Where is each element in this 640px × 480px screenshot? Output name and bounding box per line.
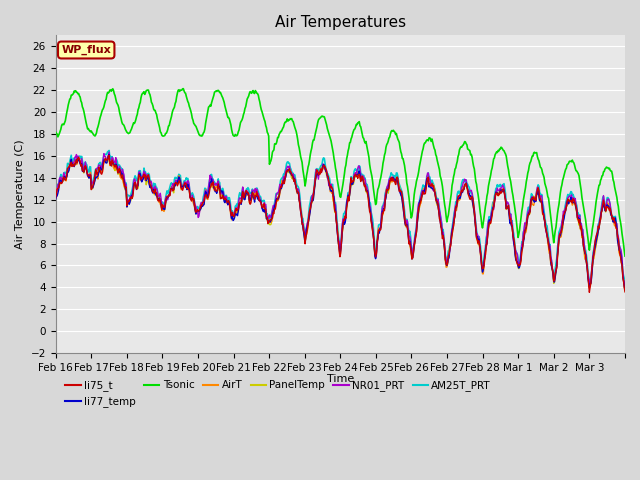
Legend: li75_t, li77_temp, Tsonic, AirT, PanelTemp, NR01_PRT, AM25T_PRT: li75_t, li77_temp, Tsonic, AirT, PanelTe… — [61, 376, 495, 411]
Text: WP_flux: WP_flux — [61, 45, 111, 55]
X-axis label: Time: Time — [326, 374, 354, 384]
Y-axis label: Air Temperature (C): Air Temperature (C) — [15, 139, 25, 249]
Title: Air Temperatures: Air Temperatures — [275, 15, 406, 30]
